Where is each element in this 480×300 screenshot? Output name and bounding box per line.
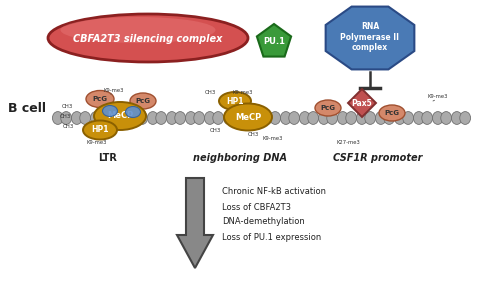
Ellipse shape — [441, 112, 452, 124]
Text: Pax5: Pax5 — [352, 98, 372, 107]
Text: K27-me3: K27-me3 — [336, 140, 360, 145]
Ellipse shape — [365, 112, 375, 124]
Ellipse shape — [83, 121, 117, 140]
Ellipse shape — [280, 112, 291, 124]
Text: PcG: PcG — [135, 98, 151, 104]
Ellipse shape — [125, 106, 141, 118]
Text: HP1: HP1 — [226, 97, 244, 106]
Ellipse shape — [251, 112, 262, 124]
Text: CH3: CH3 — [247, 131, 259, 136]
Ellipse shape — [460, 112, 470, 124]
Ellipse shape — [156, 112, 167, 124]
Text: CSF1R promoter: CSF1R promoter — [333, 153, 423, 163]
Ellipse shape — [60, 17, 216, 43]
Ellipse shape — [327, 112, 337, 124]
Ellipse shape — [318, 112, 329, 124]
Ellipse shape — [232, 112, 242, 124]
Ellipse shape — [86, 91, 114, 107]
Text: CH3: CH3 — [62, 124, 74, 130]
Polygon shape — [348, 89, 376, 117]
Text: K9-me3: K9-me3 — [87, 140, 107, 145]
Text: Loss of PU.1 expression: Loss of PU.1 expression — [222, 232, 321, 242]
Ellipse shape — [130, 93, 156, 109]
Ellipse shape — [223, 112, 234, 124]
Text: HP1: HP1 — [91, 125, 109, 134]
Text: B cell: B cell — [8, 101, 46, 115]
Text: neighboring DNA: neighboring DNA — [193, 153, 287, 163]
Ellipse shape — [262, 112, 272, 124]
Text: K9-me3: K9-me3 — [233, 91, 253, 95]
Ellipse shape — [337, 112, 348, 124]
Ellipse shape — [99, 112, 109, 124]
Ellipse shape — [224, 103, 272, 130]
Text: CH3: CH3 — [61, 104, 72, 110]
Ellipse shape — [90, 112, 101, 124]
Ellipse shape — [185, 112, 196, 124]
Ellipse shape — [451, 112, 462, 124]
Ellipse shape — [379, 105, 405, 121]
Ellipse shape — [109, 112, 120, 124]
Ellipse shape — [375, 112, 386, 124]
Ellipse shape — [48, 14, 248, 62]
Polygon shape — [177, 178, 213, 268]
Ellipse shape — [94, 102, 146, 130]
Text: K9-me3: K9-me3 — [263, 136, 283, 142]
Ellipse shape — [194, 112, 204, 124]
Ellipse shape — [61, 112, 72, 124]
Text: K9-me3: K9-me3 — [104, 88, 124, 94]
Text: MeCP: MeCP — [235, 112, 261, 122]
Ellipse shape — [422, 112, 432, 124]
Ellipse shape — [395, 112, 405, 124]
Ellipse shape — [167, 112, 177, 124]
Ellipse shape — [413, 112, 424, 124]
Polygon shape — [257, 24, 291, 57]
Text: PcG: PcG — [93, 96, 108, 102]
Text: K9-me3: K9-me3 — [428, 94, 448, 100]
Text: PU.1: PU.1 — [263, 38, 285, 46]
Ellipse shape — [213, 112, 224, 124]
Ellipse shape — [300, 112, 310, 124]
Text: PcG: PcG — [321, 105, 336, 111]
Text: Chronic NF-kB activation: Chronic NF-kB activation — [222, 188, 326, 196]
Ellipse shape — [403, 112, 414, 124]
Text: Loss of CBFA2T3: Loss of CBFA2T3 — [222, 202, 291, 211]
Ellipse shape — [219, 92, 251, 110]
Ellipse shape — [270, 112, 280, 124]
Ellipse shape — [137, 112, 147, 124]
Ellipse shape — [315, 100, 341, 116]
Ellipse shape — [289, 112, 300, 124]
Ellipse shape — [357, 112, 367, 124]
Text: DNA-demethylation: DNA-demethylation — [222, 218, 305, 226]
Ellipse shape — [204, 112, 215, 124]
Ellipse shape — [72, 112, 82, 124]
Text: MeCP: MeCP — [107, 112, 133, 121]
Ellipse shape — [147, 112, 158, 124]
Ellipse shape — [308, 112, 319, 124]
Text: CH3: CH3 — [60, 115, 71, 119]
Text: CH3: CH3 — [209, 128, 221, 133]
Ellipse shape — [432, 112, 443, 124]
Ellipse shape — [384, 112, 395, 124]
Ellipse shape — [52, 112, 63, 124]
Polygon shape — [325, 7, 414, 69]
Ellipse shape — [118, 112, 129, 124]
Text: CBFA2T3 silencing complex: CBFA2T3 silencing complex — [73, 34, 223, 44]
Text: RNA
Polymerase II
complex: RNA Polymerase II complex — [340, 22, 399, 52]
Ellipse shape — [80, 112, 91, 124]
Text: PcG: PcG — [384, 110, 399, 116]
Text: LTR: LTR — [98, 153, 118, 163]
Ellipse shape — [242, 112, 253, 124]
Ellipse shape — [103, 106, 118, 116]
Text: CH3: CH3 — [204, 91, 216, 95]
Ellipse shape — [346, 112, 357, 124]
Ellipse shape — [129, 112, 139, 124]
Ellipse shape — [175, 112, 186, 124]
